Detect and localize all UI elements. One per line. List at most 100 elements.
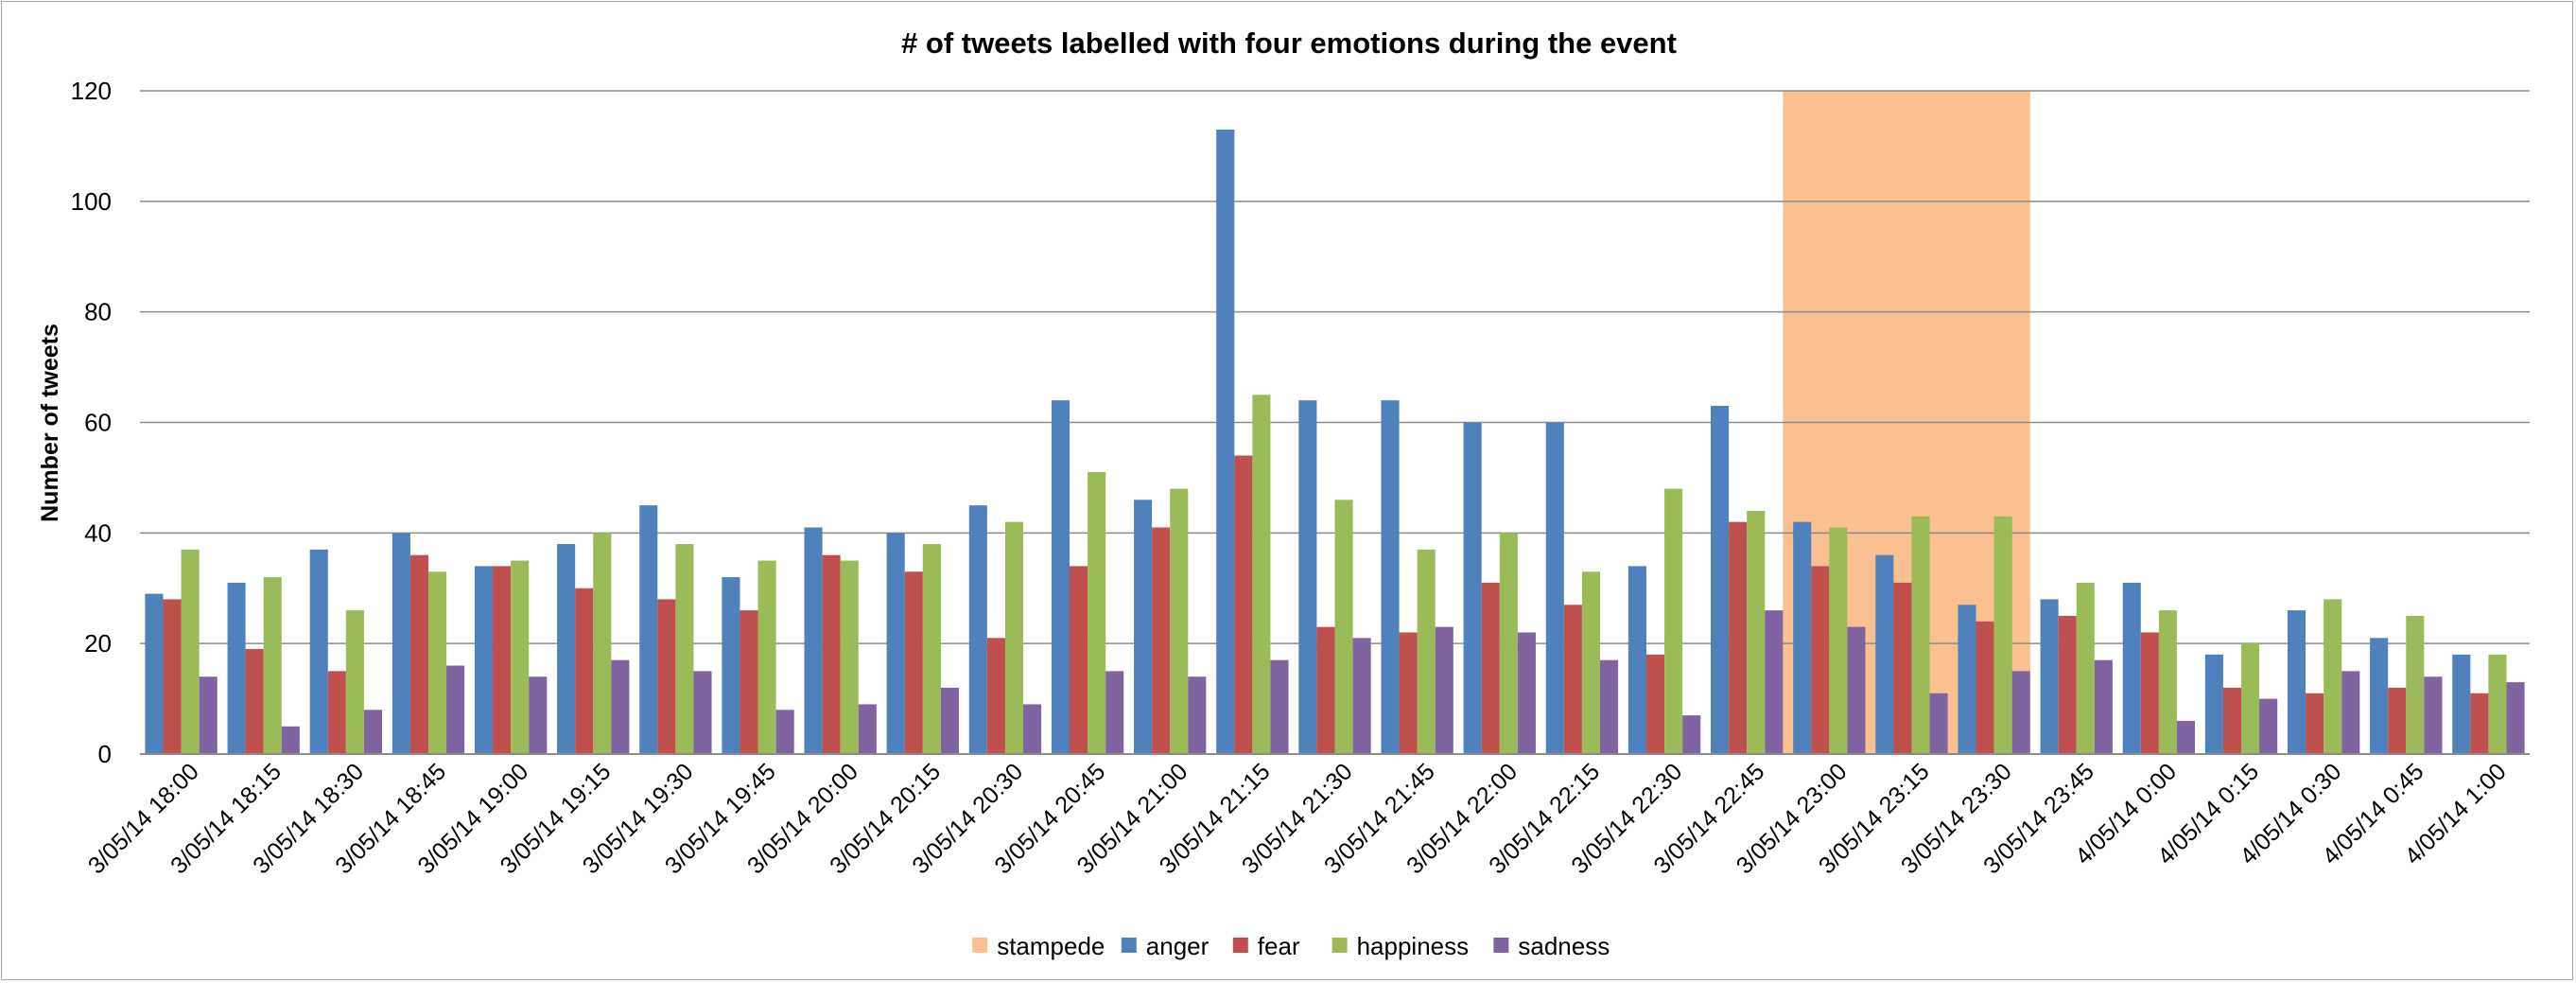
bar-sadness	[858, 704, 877, 754]
bar-fear	[327, 671, 346, 754]
bar-fear	[1152, 527, 1171, 754]
bar-happiness	[2241, 643, 2260, 754]
bar-fear	[1399, 632, 1418, 754]
legend-swatch-stampede	[972, 938, 988, 953]
bar-anger	[557, 544, 576, 754]
bar-anger	[474, 566, 494, 754]
bar-fear	[1811, 566, 1830, 754]
bar-sadness	[199, 676, 218, 754]
bar-anger	[309, 549, 328, 754]
bar-happiness	[1993, 516, 2012, 754]
bar-happiness	[1252, 395, 1271, 754]
bar-sadness	[446, 665, 465, 754]
bar-fear	[2222, 687, 2242, 754]
bar-happiness	[675, 544, 694, 754]
bar-happiness	[1334, 500, 1353, 754]
bar-sadness	[2011, 671, 2030, 754]
bar-happiness	[2324, 599, 2342, 754]
bar-fear	[1070, 566, 1088, 754]
y-axis-ticks: 0 20 40 60 80 100 120	[71, 77, 112, 768]
bar-sadness	[1023, 704, 1042, 754]
bar-anger	[1463, 422, 1482, 754]
y-tick-label: 80	[84, 298, 112, 326]
bar-anger	[639, 505, 658, 754]
bar-fear	[2388, 687, 2407, 754]
bar-anger	[1216, 129, 1235, 754]
bar-fear	[163, 599, 182, 754]
bar-anger	[1051, 400, 1070, 754]
bar-happiness	[1747, 510, 1766, 754]
bar-anger	[2452, 654, 2471, 754]
bar-anger	[2040, 599, 2059, 754]
legend-label-anger: anger	[1146, 932, 1210, 960]
bar-fear	[493, 566, 512, 754]
legend-swatch-happiness	[1332, 938, 1348, 953]
bar-anger	[1545, 422, 1564, 754]
bar-anger	[804, 527, 823, 754]
chart-title: # of tweets labelled with four emotions …	[901, 26, 1677, 60]
bar-fear	[575, 588, 594, 754]
bar-sadness	[1188, 676, 1207, 754]
bar-sadness	[2176, 720, 2196, 754]
bar-sadness	[1517, 632, 1536, 754]
bar-happiness	[1499, 533, 1518, 754]
bar-happiness	[1829, 527, 1848, 754]
bar-fear	[2470, 693, 2489, 754]
bar-sadness	[1847, 626, 1866, 754]
bar-sadness	[1682, 715, 1701, 754]
bar-happiness	[593, 533, 612, 754]
legend-swatch-anger	[1121, 938, 1137, 953]
bar-fear	[409, 554, 428, 754]
bar-anger	[2122, 582, 2141, 754]
bar-happiness	[840, 560, 859, 754]
bar-fear	[1316, 626, 1335, 754]
y-tick-label: 100	[71, 187, 112, 216]
bar-fear	[1729, 521, 1748, 754]
bar-anger	[2370, 638, 2389, 754]
bar-happiness	[1004, 521, 1024, 754]
bar-sadness	[1435, 626, 1453, 754]
bar-fear	[1893, 582, 1912, 754]
bar-fear	[1481, 582, 1500, 754]
bar-sadness	[281, 726, 300, 754]
bar-sadness	[775, 710, 794, 754]
bar-anger	[1875, 554, 1894, 754]
bar-fear	[822, 554, 841, 754]
bars	[145, 129, 2525, 754]
bar-fear	[2058, 615, 2077, 754]
bar-anger	[1298, 400, 1317, 754]
bar-sadness	[363, 710, 383, 754]
bar-happiness	[181, 549, 200, 754]
bar-happiness	[2076, 582, 2095, 754]
bar-anger	[227, 582, 246, 754]
legend-label-happiness: happiness	[1357, 932, 1470, 960]
bar-sadness	[1270, 659, 1289, 754]
legend: stampede anger fear happiness sadness	[972, 932, 1610, 960]
bar-fear	[657, 599, 676, 754]
legend-label-sadness: sadness	[1518, 932, 1610, 960]
bar-sadness	[1352, 638, 1371, 754]
legend-label-stampede: stampede	[997, 932, 1105, 960]
bar-sadness	[529, 676, 548, 754]
bar-anger	[722, 577, 740, 754]
bar-happiness	[1417, 549, 1436, 754]
bar-sadness	[2341, 671, 2360, 754]
legend-swatch-sadness	[1493, 938, 1509, 953]
bar-sadness	[2094, 659, 2113, 754]
bar-happiness	[1581, 571, 1600, 754]
y-tick-label: 40	[84, 518, 112, 547]
bar-fear	[1645, 654, 1665, 754]
bar-anger	[392, 533, 410, 754]
bar-happiness	[1088, 472, 1106, 754]
y-tick-label: 60	[84, 409, 112, 437]
legend-label-fear: fear	[1258, 932, 1300, 960]
bar-sadness	[1599, 659, 1619, 754]
bar-fear	[904, 571, 923, 754]
bar-happiness	[263, 577, 282, 754]
y-tick-label: 120	[71, 77, 112, 105]
bar-anger	[2287, 610, 2306, 754]
bar-happiness	[427, 571, 447, 754]
bar-happiness	[2488, 654, 2507, 754]
